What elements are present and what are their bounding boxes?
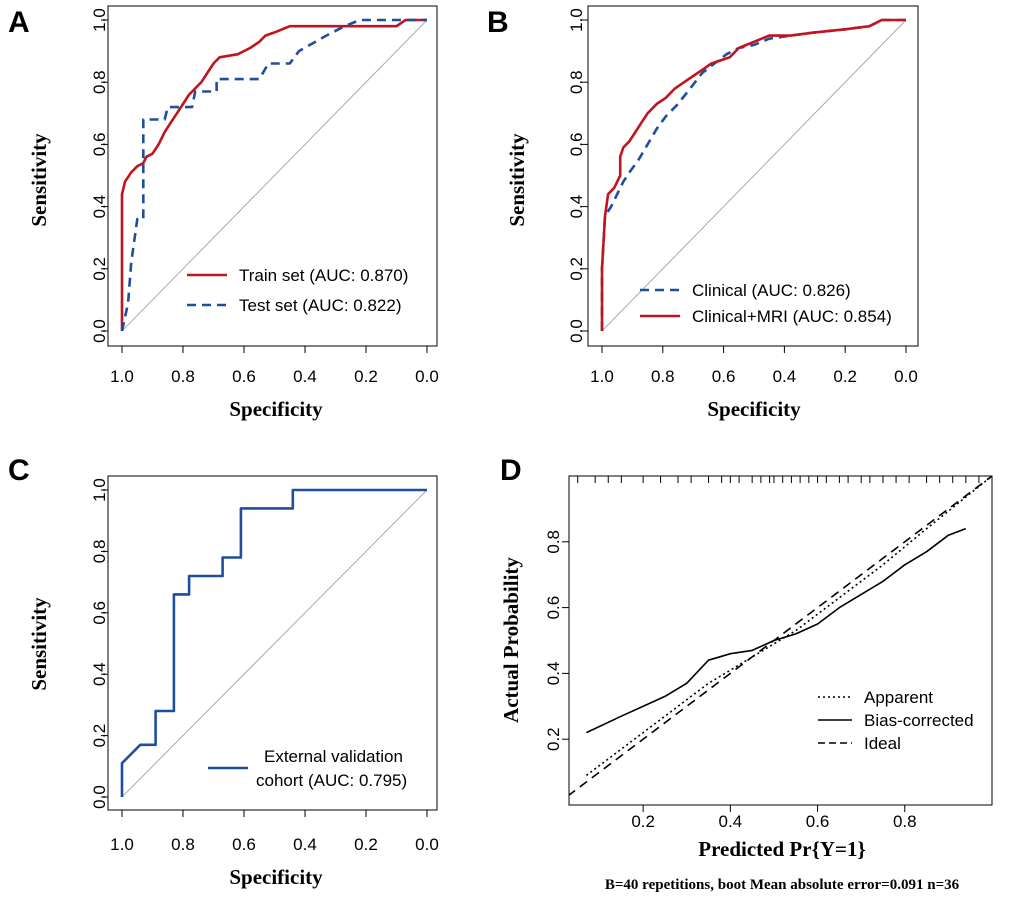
plot-frame bbox=[107, 5, 438, 347]
x-tick-label: 0.4 bbox=[773, 367, 797, 386]
legend-label: Clinical (AUC: 0.826) bbox=[692, 281, 851, 300]
y-axis-title: Actual Probability bbox=[499, 557, 523, 723]
y-tick-label: 1.0 bbox=[567, 8, 586, 32]
x-axis-title: Specificity bbox=[229, 397, 323, 421]
legend-label: Apparent bbox=[864, 688, 933, 707]
x-tick-label: 1.0 bbox=[110, 835, 134, 854]
y-tick-label: 0.4 bbox=[90, 195, 109, 219]
y-tick-label: 0.2 bbox=[90, 257, 109, 281]
series-line bbox=[120, 18, 427, 331]
legend-label: Bias-corrected bbox=[864, 711, 974, 730]
y-tick-label: 0.8 bbox=[90, 540, 109, 564]
plot-frame bbox=[568, 475, 993, 806]
series-line bbox=[586, 527, 967, 734]
y-tick-label: 0.2 bbox=[90, 724, 109, 748]
x-axis-title: Predicted Pr{Y=1} bbox=[698, 837, 866, 861]
series-line bbox=[120, 18, 427, 332]
y-tick-label: 0.2 bbox=[567, 257, 586, 281]
y-tick-label: 0.8 bbox=[544, 530, 563, 554]
panel-a: A 0.0 0.2 0.4 0.6 0.8 1.0 1.0 0.8 0.6 0.4 0.2 0.0 Spe… bbox=[8, 5, 439, 421]
x-tick-label: 0.6 bbox=[712, 367, 736, 386]
y-tick-label: 1.0 bbox=[90, 8, 109, 32]
x-tick-label: 0.6 bbox=[806, 812, 830, 831]
x-tick-label: 1.0 bbox=[110, 367, 134, 386]
panel-letter: C bbox=[8, 454, 30, 487]
series-line bbox=[569, 476, 992, 797]
y-tick-label: 0.8 bbox=[567, 70, 586, 94]
x-tick-label: 0.2 bbox=[354, 367, 378, 386]
reference-diagonal bbox=[121, 19, 428, 332]
panel-letter: A bbox=[8, 6, 30, 39]
panel-d: D 0.2 0.4 0.6 0.8 0.2 0.4 0.6 0.8 Predicted Pr{Y=… bbox=[499, 454, 993, 893]
x-axis-title: Specificity bbox=[707, 397, 801, 421]
reference-diagonal bbox=[601, 19, 907, 332]
x-tick-label: 0.0 bbox=[415, 835, 439, 854]
y-axis-title: Sensitivity bbox=[505, 133, 529, 227]
x-tick-label: 0.2 bbox=[631, 812, 655, 831]
series-line bbox=[600, 18, 906, 331]
legend: External validation cohort (AUC: 0.795) bbox=[208, 747, 407, 790]
legend-label: cohort (AUC: 0.795) bbox=[256, 771, 407, 790]
x-tick-label: 0.2 bbox=[354, 835, 378, 854]
panel-letter: D bbox=[500, 454, 522, 487]
x-tick-label: 0.0 bbox=[415, 367, 439, 386]
plot-frame bbox=[107, 475, 438, 811]
y-tick-label: 0.6 bbox=[567, 133, 586, 157]
x-tick-label: 0.6 bbox=[232, 835, 256, 854]
y-tick-label: 0.2 bbox=[544, 727, 563, 751]
x-tick-label: 0.2 bbox=[833, 367, 857, 386]
legend-label: Clinical+MRI (AUC: 0.854) bbox=[692, 307, 892, 326]
legend-label: Ideal bbox=[864, 734, 901, 753]
series-line bbox=[585, 476, 992, 777]
series-line bbox=[120, 488, 427, 797]
x-tick-label: 0.6 bbox=[232, 367, 256, 386]
x-tick-label: 0.8 bbox=[651, 367, 675, 386]
legend-label: Train set (AUC: 0.870) bbox=[239, 266, 408, 285]
reference-diagonal bbox=[121, 489, 428, 798]
x-tick-label: 0.8 bbox=[171, 835, 195, 854]
y-tick-label: 0.4 bbox=[567, 195, 586, 219]
legend: Train set (AUC: 0.870) Test set (AUC: 0.8… bbox=[187, 266, 408, 315]
legend: Clinical (AUC: 0.826) Clinical+MRI (AUC: … bbox=[640, 281, 892, 326]
x-tick-label: 0.8 bbox=[893, 812, 917, 831]
panel-b: B 0.0 0.2 0.4 0.6 0.8 1.0 1.0 0.8 0.6 0.4 0.2 0.0 Spe… bbox=[487, 5, 919, 421]
x-tick-label: 0.8 bbox=[171, 367, 195, 386]
y-tick-label: 0.6 bbox=[90, 133, 109, 157]
y-tick-label: 0.0 bbox=[90, 319, 109, 343]
x-tick-label: 0.4 bbox=[293, 367, 317, 386]
x-tick-label: 0.4 bbox=[719, 812, 743, 831]
y-axis-title: Sensitivity bbox=[27, 133, 51, 227]
footnote: B=40 repetitions, boot Mean absolute err… bbox=[605, 877, 960, 893]
panel-letter: B bbox=[487, 6, 509, 39]
y-tick-label: 0.6 bbox=[90, 601, 109, 625]
y-tick-label: 0.4 bbox=[90, 662, 109, 686]
plot-frame bbox=[587, 5, 919, 347]
y-tick-label: 0.8 bbox=[90, 70, 109, 94]
y-tick-label: 1.0 bbox=[90, 478, 109, 502]
y-tick-label: 0.4 bbox=[544, 662, 563, 686]
y-tick-label: 0.0 bbox=[90, 785, 109, 809]
y-tick-label: 0.0 bbox=[567, 319, 586, 343]
y-axis-title: Sensitivity bbox=[27, 597, 51, 691]
y-tick-label: 0.6 bbox=[544, 596, 563, 620]
x-tick-label: 0.4 bbox=[293, 835, 317, 854]
panel-c: C 0.0 0.2 0.4 0.6 0.8 1.0 1.0 0.8 0.6 0.4 0.2 0.0 Spe… bbox=[8, 454, 439, 889]
x-tick-label: 0.0 bbox=[894, 367, 918, 386]
legend-label: Test set (AUC: 0.822) bbox=[239, 296, 402, 315]
legend: Apparent Bias-corrected Ideal bbox=[818, 688, 974, 753]
x-axis-title: Specificity bbox=[229, 865, 323, 889]
legend-label: External validation bbox=[264, 747, 403, 766]
x-tick-label: 1.0 bbox=[590, 367, 614, 386]
